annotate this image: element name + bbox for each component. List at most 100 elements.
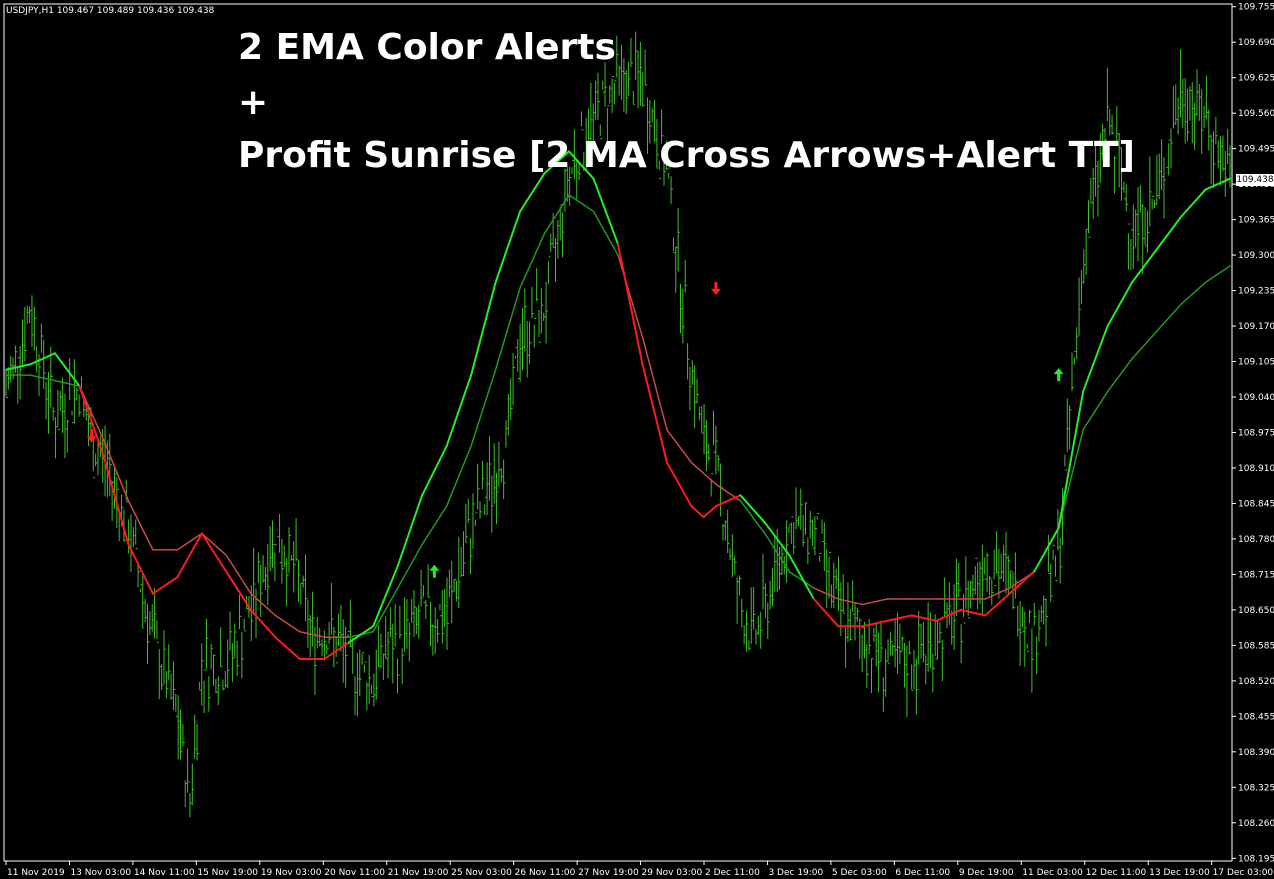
- slow-ma-segment: [1057, 429, 1084, 529]
- y-tick-label: 108.650: [1238, 606, 1274, 616]
- fast-ma-segment: [127, 543, 154, 595]
- slow-ma-segment: [176, 532, 203, 551]
- fast-ma-segment: [665, 461, 693, 508]
- x-tick-label: 17 Dec 03:00: [1213, 868, 1274, 878]
- arrow-down-icon: [710, 281, 721, 295]
- slow-ma-segment: [494, 287, 521, 371]
- y-tick-label: 109.690: [1238, 38, 1274, 48]
- x-tick-label: 26 Nov 11:00: [515, 868, 576, 878]
- slow-ma-segment: [1204, 265, 1231, 284]
- fast-ma-segment: [494, 210, 522, 284]
- y-tick-label: 109.040: [1238, 393, 1274, 403]
- slow-ma-segment: [29, 374, 56, 382]
- fast-ma-segment: [78, 385, 105, 459]
- fast-ma-segment: [714, 494, 742, 508]
- slow-ma-segment: [543, 194, 570, 235]
- arrow-down-icon: [86, 429, 97, 443]
- x-tick-label: 6 Dec 11:00: [895, 868, 950, 878]
- x-tick-label: 15 Nov 19:00: [197, 868, 258, 878]
- y-tick-label: 108.195: [1238, 854, 1274, 864]
- fast-ma-segment: [53, 352, 81, 388]
- y-tick-label: 108.325: [1238, 783, 1274, 793]
- fast-ma-segment: [200, 532, 228, 573]
- fast-ma-segment: [788, 554, 815, 600]
- slow-ma-segment: [445, 445, 472, 507]
- y-tick-label: 109.235: [1238, 287, 1274, 297]
- x-tick-label: 2 Dec 11:00: [705, 868, 760, 878]
- slow-ma-segment: [837, 598, 864, 606]
- slow-ma-segment: [984, 587, 1011, 600]
- fast-ma-segment: [421, 445, 448, 497]
- fast-ma-segment: [702, 505, 717, 519]
- fast-ma-segment: [347, 625, 375, 644]
- overlay-title-line-3: Profit Sunrise [2 MA Cross Arrows+Alert …: [238, 135, 1135, 176]
- y-tick-label: 108.520: [1238, 677, 1274, 687]
- x-tick-label: 20 Nov 11:00: [324, 868, 385, 878]
- fast-ma-segment: [396, 494, 424, 568]
- fast-ma-segment: [1204, 177, 1231, 191]
- x-tick-label: 19 Nov 03:00: [261, 868, 322, 878]
- fast-ma-segment: [1008, 570, 1036, 595]
- fast-ma-segment: [1106, 281, 1134, 328]
- slow-ma-segment: [641, 336, 668, 431]
- slow-ma-segment: [715, 483, 742, 502]
- current-price-tag: 109.438: [1236, 173, 1274, 186]
- fast-ma-segment: [249, 608, 277, 639]
- slow-ma-segment: [592, 210, 619, 256]
- x-tick-label: 12 Dec 11:00: [1086, 868, 1147, 878]
- fast-ma-segment: [984, 592, 1011, 617]
- fast-ma-segment: [592, 177, 619, 246]
- y-tick-label: 108.390: [1238, 748, 1274, 758]
- plot-frame: [3, 3, 1233, 862]
- fast-ma-segment: [690, 505, 705, 519]
- fast-ma-segment: [225, 570, 252, 611]
- slow-ma-segment: [1082, 390, 1109, 431]
- fast-ma-segment: [959, 608, 987, 617]
- y-tick-label: 108.845: [1238, 499, 1274, 509]
- slow-ma-segment: [739, 499, 766, 535]
- y-tick-label: 108.585: [1238, 641, 1274, 651]
- slow-ma-segment: [201, 532, 228, 557]
- x-tick-label: 11 Dec 03:00: [1022, 868, 1083, 878]
- slow-ma-segment: [764, 532, 791, 573]
- x-tick-label: 27 Nov 19:00: [578, 868, 639, 878]
- arrow-up-icon: [1053, 368, 1064, 382]
- overlay-title-line-2: +: [238, 82, 269, 123]
- fast-ma-segment: [641, 363, 668, 464]
- x-tick-label: 5 Dec 03:00: [832, 868, 887, 878]
- fast-ma-segment: [372, 565, 399, 628]
- fast-ma-segment: [151, 576, 179, 595]
- fast-ma-segment: [102, 456, 130, 546]
- y-tick-label: 108.455: [1238, 712, 1274, 722]
- fast-ma-segment: [739, 494, 766, 524]
- fast-ma-segment: [274, 636, 301, 661]
- y-tick-label: 109.625: [1238, 74, 1274, 84]
- arrow-up-icon: [429, 564, 440, 578]
- slow-ma-segment: [690, 461, 717, 486]
- fast-ma-segment: [470, 281, 497, 377]
- y-tick-label: 108.975: [1238, 429, 1274, 439]
- fast-ma-segment: [1057, 390, 1085, 530]
- slow-ma-segment: [470, 368, 497, 447]
- y-tick-label: 108.715: [1238, 570, 1274, 580]
- fast-ma-segment: [1033, 527, 1060, 573]
- x-tick-label: 25 Nov 03:00: [451, 868, 512, 878]
- slow-ma-segment: [1106, 358, 1133, 393]
- fast-ma-segment: [1180, 188, 1207, 218]
- y-tick-label: 109.365: [1238, 216, 1274, 226]
- symbol-info: USDJPY,H1 109.467 109.489 109.436 109.43…: [6, 6, 215, 16]
- x-tick-label: 11 Nov 2019: [7, 868, 65, 878]
- fast-ma-segment: [935, 608, 962, 622]
- slow-ma-segment: [1155, 303, 1182, 333]
- fast-ma-segment: [812, 597, 840, 628]
- slow-ma-segment: [54, 379, 81, 387]
- fast-ma-segment: [1155, 215, 1183, 251]
- y-tick-label: 109.105: [1238, 358, 1274, 368]
- fast-ma-segment: [323, 641, 350, 661]
- slow-ma-segment: [666, 429, 693, 464]
- slow-ma-segment: [1131, 330, 1158, 360]
- x-tick-label: 9 Dec 19:00: [959, 868, 1014, 878]
- y-tick-label: 109.170: [1238, 322, 1274, 332]
